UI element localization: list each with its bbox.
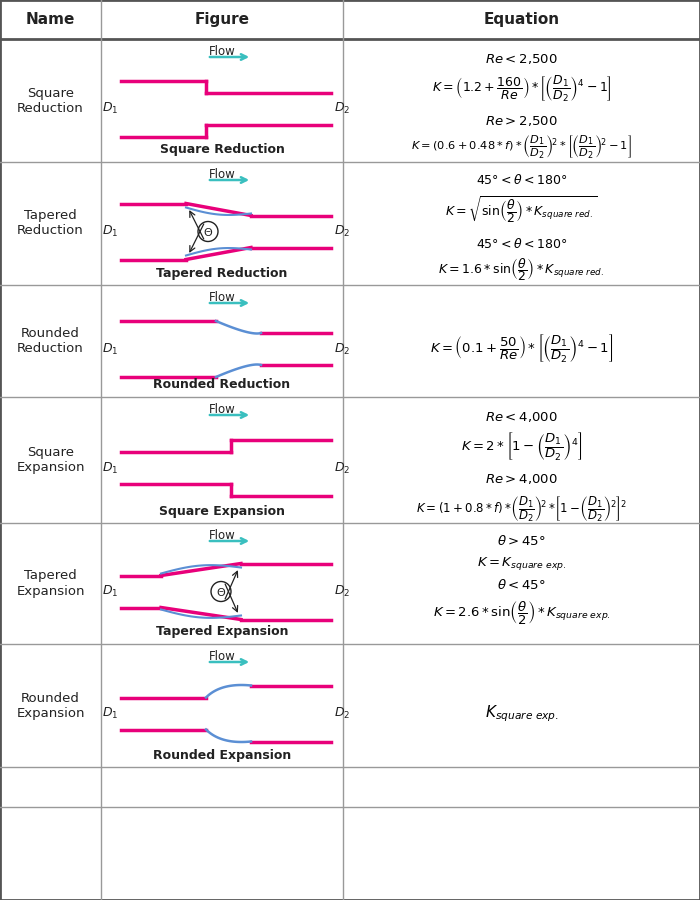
Text: Tapered Expansion: Tapered Expansion xyxy=(155,626,288,638)
Text: Tapered Reduction: Tapered Reduction xyxy=(156,266,288,280)
Text: $D_1$: $D_1$ xyxy=(102,584,118,599)
Text: $K_{square\ exp.}$: $K_{square\ exp.}$ xyxy=(484,703,559,724)
Text: $K = 2.6 * \sin\!\left(\dfrac{\theta}{2}\right) * K_{square\ exp.}$: $K = 2.6 * \sin\!\left(\dfrac{\theta}{2}… xyxy=(433,599,610,626)
Text: $45° < \theta < 180°$: $45° < \theta < 180°$ xyxy=(476,173,567,187)
Text: Tapered
Reduction: Tapered Reduction xyxy=(17,210,84,238)
Text: Flow: Flow xyxy=(209,403,235,416)
Text: $D_1$: $D_1$ xyxy=(102,461,118,475)
Text: Name: Name xyxy=(26,12,75,27)
Text: Square Reduction: Square Reduction xyxy=(160,143,284,157)
Text: Rounded Reduction: Rounded Reduction xyxy=(153,379,290,392)
Text: Flow: Flow xyxy=(209,529,235,542)
Text: $Re > 4{,}000$: $Re > 4{,}000$ xyxy=(485,472,558,486)
Text: $K = (0.6 + 0.48*f)*\left(\dfrac{D_1}{D_2}\right)^{\!2}*\left[\left(\dfrac{D_1}{: $K = (0.6 + 0.48*f)*\left(\dfrac{D_1}{D_… xyxy=(411,133,632,160)
Text: $D_1$: $D_1$ xyxy=(102,101,118,116)
Text: $Re > 2{,}500$: $Re > 2{,}500$ xyxy=(485,114,558,128)
Text: $D_2$: $D_2$ xyxy=(334,224,350,239)
Text: $45° < \theta < 180°$: $45° < \theta < 180°$ xyxy=(476,237,567,251)
Text: Flow: Flow xyxy=(209,45,235,58)
Text: $D_1$: $D_1$ xyxy=(102,341,118,356)
Text: $K = 1.6 * \sin\!\left(\dfrac{\theta}{2}\right) * K_{square\ red.}$: $K = 1.6 * \sin\!\left(\dfrac{\theta}{2}… xyxy=(438,256,605,284)
Text: $\theta > 45°$: $\theta > 45°$ xyxy=(497,534,546,548)
Text: $Re < 2{,}500$: $Re < 2{,}500$ xyxy=(485,52,558,66)
Text: $D_1$: $D_1$ xyxy=(102,224,118,239)
Text: Square
Expansion: Square Expansion xyxy=(16,446,85,474)
Text: Square Expansion: Square Expansion xyxy=(159,505,285,518)
Text: $K = \left(1.2 + \dfrac{160}{Re}\right) * \left[\left(\dfrac{D_1}{D_2}\right)^4 : $K = \left(1.2 + \dfrac{160}{Re}\right) … xyxy=(432,74,611,104)
Text: Rounded
Reduction: Rounded Reduction xyxy=(17,327,84,355)
Text: $K = (1 + 0.8*f)*\!\left(\dfrac{D_1}{D_2}\right)^{\!2}*\!\left[1-\!\left(\dfrac{: $K = (1 + 0.8*f)*\!\left(\dfrac{D_1}{D_2… xyxy=(416,494,627,524)
Text: $K = 2 * \left[1 - \left(\dfrac{D_1}{D_2}\right)^4\right]$: $K = 2 * \left[1 - \left(\dfrac{D_1}{D_2… xyxy=(461,431,582,463)
Text: $K = \sqrt{\sin\!\left(\dfrac{\theta}{2}\right) * K_{square\ red.}}$: $K = \sqrt{\sin\!\left(\dfrac{\theta}{2}… xyxy=(445,194,598,225)
Text: $K = \left(0.1 + \dfrac{50}{Re}\right) * \left[\left(\dfrac{D_1}{D_2}\right)^4 -: $K = \left(0.1 + \dfrac{50}{Re}\right) *… xyxy=(430,333,613,365)
Text: Flow: Flow xyxy=(209,168,235,181)
Text: $D_1$: $D_1$ xyxy=(102,706,118,721)
Text: $\Theta$: $\Theta$ xyxy=(216,586,226,598)
Text: $D_2$: $D_2$ xyxy=(334,461,350,475)
Text: Tapered
Expansion: Tapered Expansion xyxy=(16,570,85,598)
Text: $D_2$: $D_2$ xyxy=(334,101,350,116)
Text: Figure: Figure xyxy=(195,12,249,27)
Text: Flow: Flow xyxy=(209,291,235,304)
Text: $\Theta$: $\Theta$ xyxy=(203,226,213,238)
Text: $Re < 4{,}000$: $Re < 4{,}000$ xyxy=(485,410,558,424)
Text: $D_2$: $D_2$ xyxy=(334,341,350,356)
Text: $K = K_{square\ exp.}$: $K = K_{square\ exp.}$ xyxy=(477,554,566,572)
Text: $D_2$: $D_2$ xyxy=(334,584,350,599)
Text: Equation: Equation xyxy=(484,12,559,27)
Text: Rounded
Expansion: Rounded Expansion xyxy=(16,691,85,719)
Text: Square
Reduction: Square Reduction xyxy=(17,86,84,114)
Text: Rounded Expansion: Rounded Expansion xyxy=(153,749,291,761)
Text: Flow: Flow xyxy=(209,650,235,663)
Text: $D_2$: $D_2$ xyxy=(334,706,350,721)
Text: $\theta < 45°$: $\theta < 45°$ xyxy=(497,578,546,592)
